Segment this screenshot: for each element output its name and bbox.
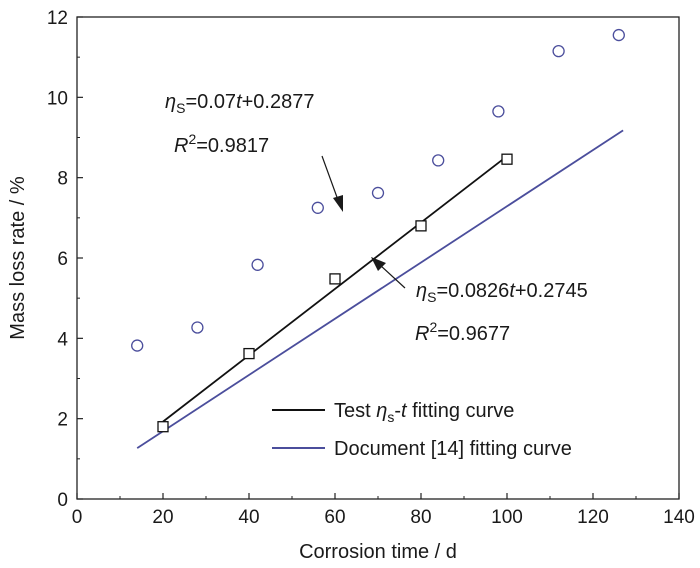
legend-label-test: Test ηs-t fitting curve [334, 400, 514, 425]
y-tick-label: 2 [57, 410, 68, 431]
axis-tick-labels: 0 20 40 60 80 100 120 140 0 2 4 6 8 10 12 [47, 8, 695, 528]
eq-coefficient: =0.0826 [436, 280, 509, 302]
data-point-circle [131, 339, 144, 352]
legend-prefix: Test [334, 400, 376, 422]
x-tick-label: 80 [410, 507, 431, 528]
annotation-black-arrow [379, 264, 406, 289]
legend-suffix: fitting curve [407, 400, 515, 422]
r-superscript: 2 [429, 319, 437, 335]
x-tick-label: 40 [238, 507, 259, 528]
data-points [131, 28, 625, 433]
annotation-blue-r2: R2=0.9817 [174, 131, 269, 157]
annotation-black-r2: R2=0.9677 [415, 319, 510, 345]
data-point-circle [492, 105, 505, 118]
eq-subscript: S [427, 289, 436, 305]
data-point-square [501, 153, 513, 165]
r-value: =0.9677 [437, 323, 510, 345]
data-point-circle [311, 201, 324, 214]
x-axis-title: Corrosion time / d [299, 541, 457, 563]
eq-symbol: η [165, 91, 176, 113]
data-point-square [243, 347, 255, 360]
data-point-circle [251, 258, 264, 271]
eq-variable: t [236, 91, 243, 113]
eq-subscript: S [176, 100, 185, 116]
r-symbol: R [174, 135, 188, 157]
data-point-circle [371, 186, 385, 200]
eq-intercept: +0.2745 [515, 280, 588, 302]
x-tick-label: 100 [491, 507, 523, 528]
data-point-circle [432, 154, 445, 167]
eq-intercept: +0.2877 [242, 91, 315, 113]
y-tick-label: 12 [47, 8, 68, 29]
annotation-black-equation: ηS=0.0826t+0.2745 [416, 280, 588, 305]
data-point-square [157, 421, 169, 433]
annotation-black-arrowhead [371, 257, 386, 271]
legend-subscript: s [387, 409, 394, 425]
r-symbol: R [415, 323, 429, 345]
y-tick-label: 8 [57, 169, 68, 190]
data-point-circle [191, 321, 204, 334]
y-tick-label: 6 [57, 249, 68, 270]
legend-symbol: η [376, 400, 387, 422]
data-point-circle [612, 28, 625, 42]
annotation-blue-equation: ηS=0.07t+0.2877 [165, 91, 314, 116]
x-tick-label: 0 [72, 507, 83, 528]
y-axis-title: Mass loss rate / % [7, 176, 29, 340]
legend-label-document: Document [14] fitting curve [334, 438, 572, 460]
annotation-blue-fit: ηS=0.07t+0.2877 R2=0.9817 [165, 91, 343, 212]
data-point-circle [552, 44, 565, 58]
x-tick-label: 20 [152, 507, 173, 528]
fit-line [136, 129, 624, 449]
x-tick-label: 120 [577, 507, 609, 528]
annotation-blue-arrowhead [333, 195, 343, 212]
eq-variable: t [509, 280, 516, 302]
annotation-black-fit: ηS=0.0826t+0.2745 R2=0.9677 [371, 257, 588, 345]
x-tick-label: 140 [663, 507, 695, 528]
data-point-square [329, 273, 341, 285]
eq-coefficient: =0.07 [185, 91, 236, 113]
data-point-square [415, 220, 427, 232]
legend: Test ηs-t fitting curve Document [14] fi… [272, 400, 572, 460]
y-tick-label: 0 [57, 490, 68, 511]
y-tick-label: 10 [47, 88, 68, 109]
fit-line [162, 155, 508, 423]
x-tick-label: 60 [324, 507, 345, 528]
r-value: =0.9817 [196, 135, 269, 157]
eq-symbol: η [416, 280, 427, 302]
y-tick-label: 4 [57, 329, 68, 350]
r-superscript: 2 [188, 131, 196, 147]
fit-lines [136, 129, 624, 449]
legend-variable: t [401, 400, 408, 422]
annotation-blue-arrow [321, 155, 339, 201]
legend-dash: - [394, 400, 401, 422]
axis-ticks [76, 16, 680, 500]
